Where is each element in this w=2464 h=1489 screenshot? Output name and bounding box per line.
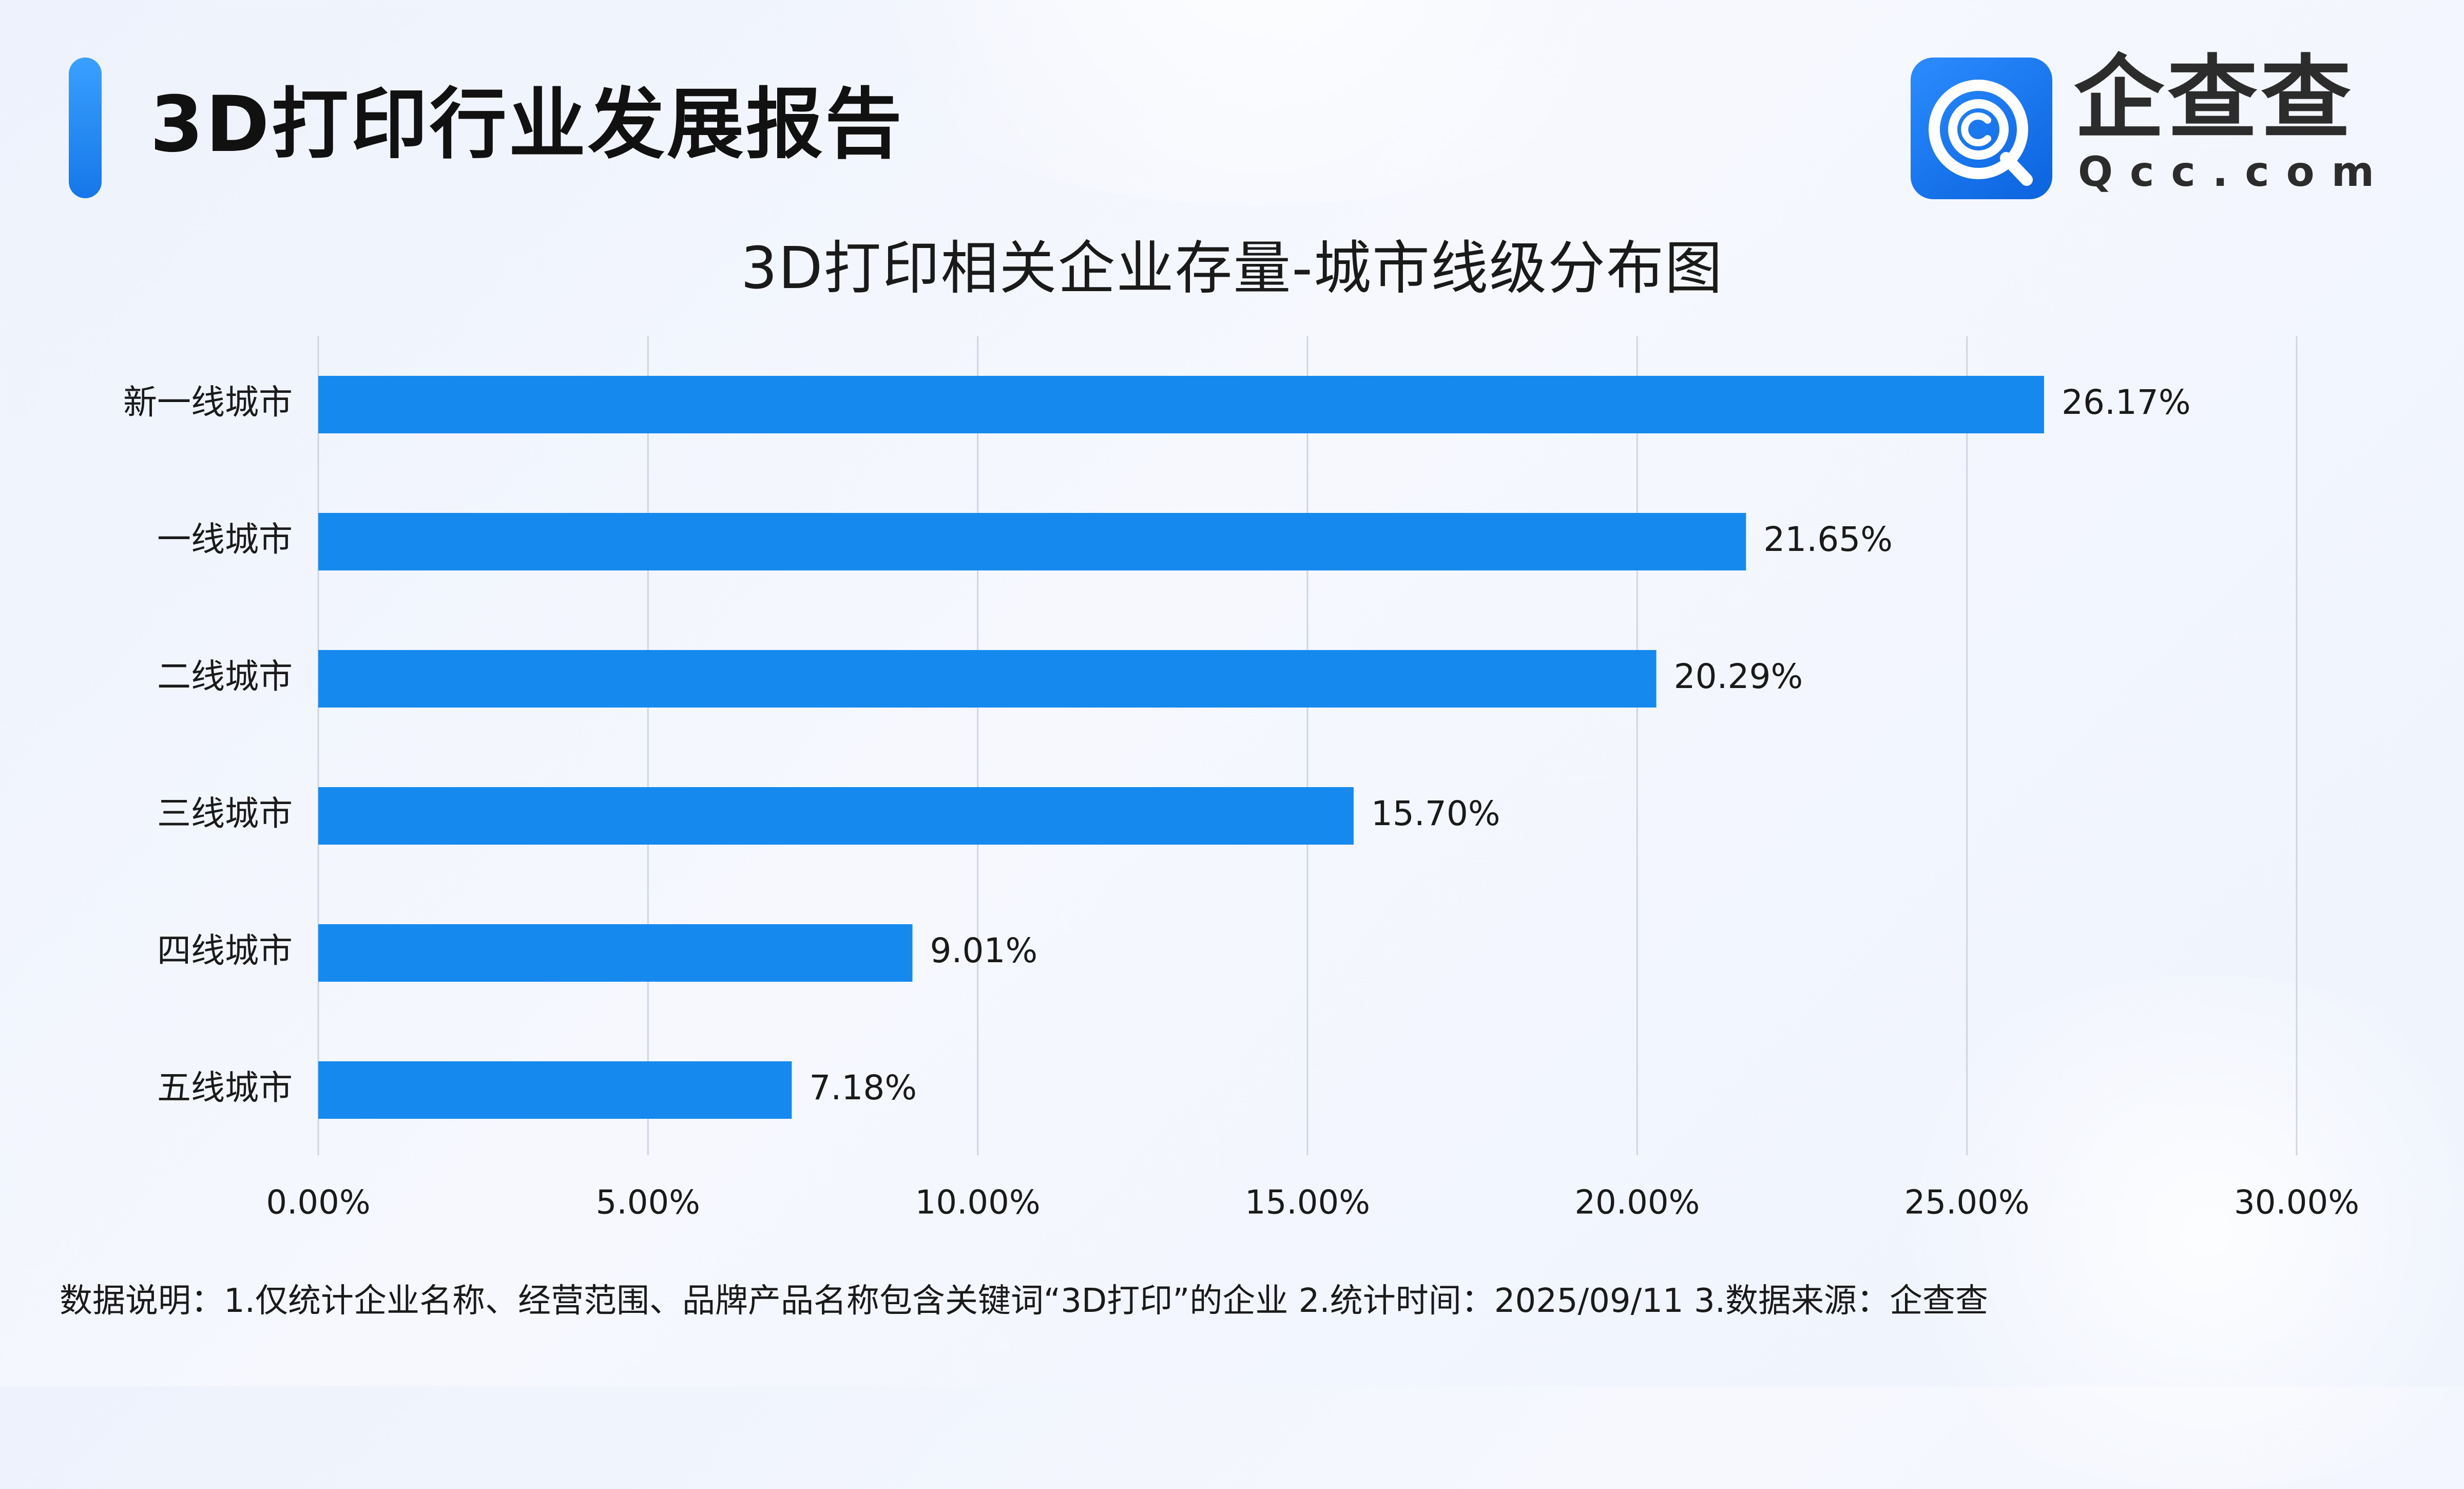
- bar: [318, 924, 913, 982]
- bar: [318, 650, 1657, 708]
- bar: [318, 1061, 792, 1119]
- value-label: 9.01%: [930, 931, 1037, 970]
- category-label: 二线城市: [157, 657, 293, 696]
- category-label: 一线城市: [157, 520, 293, 559]
- title-accent-bar: [69, 58, 102, 198]
- category-label: 新一线城市: [123, 383, 293, 422]
- value-label: 21.65%: [1763, 520, 1893, 559]
- logo-domain: Qcc.com: [2078, 148, 2391, 196]
- value-label: 15.70%: [1371, 794, 1500, 833]
- x-tick-label: 5.00%: [596, 1184, 700, 1222]
- qcc-logo-mark: [1911, 58, 2052, 199]
- value-label: 20.29%: [1674, 657, 1803, 696]
- x-tick-label: 0.00%: [266, 1184, 370, 1222]
- page-title: 3D打印行业发展报告: [150, 80, 904, 169]
- qcc-logo: 企查查 Qcc.com: [1911, 46, 2374, 199]
- logo-name: 企查查: [2074, 46, 2355, 151]
- chart-title: 3D打印相关企业存量-城市线级分布图: [741, 235, 1723, 302]
- qcc-q-icon: [1929, 80, 2033, 186]
- grid-lines: [317, 336, 2298, 1155]
- value-label: 26.17%: [2062, 383, 2191, 422]
- bar: [318, 513, 1746, 570]
- data-footnote: 数据说明：1.仅统计企业名称、经营范围、品牌产品名称包含关键词“3D打印”的企业…: [60, 1282, 1989, 1320]
- bars: [318, 376, 2044, 1119]
- value-label: 7.18%: [809, 1068, 917, 1108]
- category-label: 四线城市: [157, 931, 293, 970]
- x-tick-label: 20.00%: [1574, 1184, 1700, 1222]
- x-tick-label: 30.00%: [2234, 1184, 2359, 1222]
- category-label: 三线城市: [157, 794, 293, 833]
- bar: [318, 787, 1354, 845]
- x-tick-label: 10.00%: [915, 1184, 1041, 1222]
- x-tick-label: 15.00%: [1245, 1184, 1370, 1222]
- bar: [318, 376, 2044, 433]
- category-label: 五线城市: [157, 1068, 293, 1108]
- labels: 0.00% 5.00% 10.00% 15.00% 20.00% 25.00% 30.00%…: [123, 383, 2359, 1222]
- bar-chart: 0.00% 5.00% 10.00% 15.00% 20.00% 25.00% 30.00%…: [123, 336, 2359, 1222]
- x-tick-label: 25.00%: [1904, 1184, 2030, 1222]
